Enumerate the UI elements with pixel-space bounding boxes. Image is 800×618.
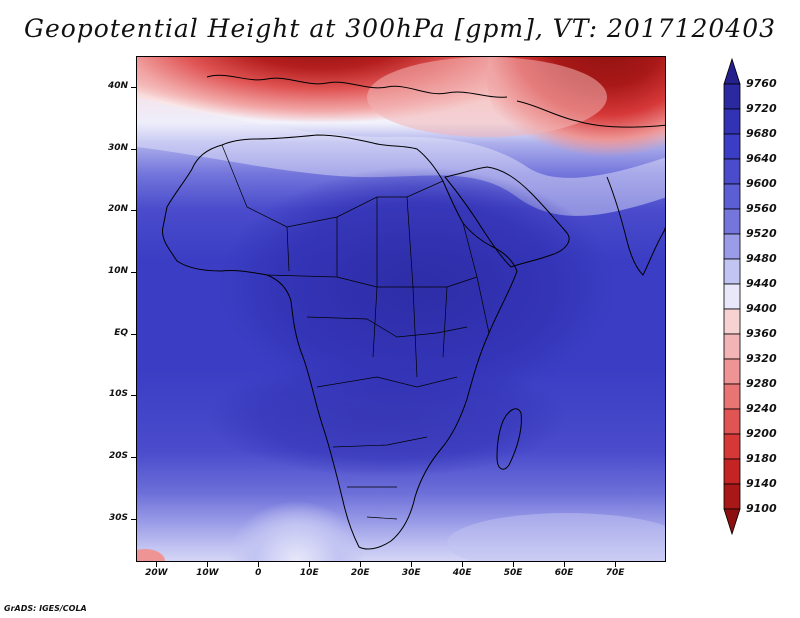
- africa-coastline: [162, 134, 518, 550]
- colorbar-swatch: [723, 433, 741, 460]
- lon-tick-mark: [513, 562, 515, 567]
- colorbar-swatch: [723, 83, 741, 110]
- lon-tick-label: 70E: [605, 568, 625, 578]
- country-borders: [221, 144, 490, 520]
- madagascar-coastline: [496, 408, 522, 470]
- colorbar-level-label: 9180: [746, 452, 777, 465]
- colorbar-level-label: 9200: [746, 427, 777, 440]
- map-plot-area: [136, 56, 666, 562]
- colorbar-swatch: [723, 258, 741, 285]
- colorbar: [720, 57, 750, 539]
- colorbar-swatch: [723, 158, 741, 185]
- lat-tick-mark: [131, 271, 136, 273]
- colorbar-swatch: [723, 233, 741, 260]
- colorbar-swatch: [723, 133, 741, 160]
- lon-tick-label: 10E: [299, 568, 319, 578]
- colorbar-level-label: 9680: [746, 127, 777, 140]
- lon-tick-mark: [564, 562, 566, 567]
- lon-tick-label: 0: [255, 568, 262, 578]
- lon-tick-label: 10W: [196, 568, 219, 578]
- lat-tick-label: 20N: [107, 204, 128, 215]
- lat-tick-label: EQ: [114, 327, 128, 338]
- geopotential-field: [137, 57, 665, 561]
- colorbar-level-label: 9520: [746, 227, 777, 240]
- lon-tick-label: 20E: [350, 568, 370, 578]
- india-coastline: [606, 176, 665, 276]
- colorbar-swatch: [723, 108, 741, 135]
- lat-tick-label: 40N: [107, 80, 128, 91]
- colorbar-level-label: 9100: [746, 502, 777, 515]
- colorbar-level-label: 9600: [746, 177, 777, 190]
- lon-tick-label: 60E: [554, 568, 574, 578]
- lat-tick-mark: [131, 457, 136, 459]
- colorbar-swatch: [723, 283, 741, 310]
- colorbar-swatch: [723, 458, 741, 485]
- colorbar-swatch: [723, 308, 741, 335]
- colorbar-swatch: [723, 208, 741, 235]
- colorbar-level-label: 9240: [746, 402, 777, 415]
- lon-tick-mark: [258, 562, 260, 567]
- europe-coastline: [206, 74, 508, 98]
- colorbar-swatch: [723, 57, 741, 85]
- lat-tick-mark: [131, 518, 136, 520]
- lon-tick-mark: [207, 562, 209, 567]
- arabia-coastline: [444, 166, 570, 268]
- colorbar-level-label: 9320: [746, 352, 777, 365]
- colorbar-swatch: [723, 358, 741, 385]
- lon-tick-label: 40E: [452, 568, 472, 578]
- grads-credit: GrADS: IGES/COLA: [4, 604, 87, 613]
- map-title: Geopotential Height at 300hPa [gpm], VT:…: [23, 14, 777, 43]
- lat-tick-mark: [131, 148, 136, 150]
- colorbar-level-label: 9400: [746, 302, 777, 315]
- lon-tick-mark: [156, 562, 158, 567]
- lat-tick-mark: [131, 210, 136, 212]
- lat-tick-mark: [131, 395, 136, 397]
- colorbar-swatch: [723, 408, 741, 435]
- lon-tick-label: 30E: [401, 568, 421, 578]
- colorbar-level-label: 9440: [746, 277, 777, 290]
- colorbar-swatch: [723, 333, 741, 360]
- colorbar-level-label: 9280: [746, 377, 777, 390]
- colorbar-level-label: 9360: [746, 327, 777, 340]
- lat-tick-label: 20S: [108, 451, 128, 462]
- colorbar-swatch: [723, 183, 741, 210]
- lon-tick-mark: [615, 562, 617, 567]
- colorbar-swatch: [723, 383, 741, 410]
- lon-tick-mark: [411, 562, 413, 567]
- lon-tick-label: 20W: [145, 568, 168, 578]
- colorbar-level-label: 9560: [746, 202, 777, 215]
- colorbar-swatch: [723, 508, 741, 536]
- lat-tick-mark: [131, 333, 136, 335]
- colorbar-level-label: 9760: [746, 77, 777, 90]
- lat-tick-mark: [131, 86, 136, 88]
- lon-tick-mark: [360, 562, 362, 567]
- colorbar-level-label: 9480: [746, 252, 777, 265]
- lat-tick-label: 10N: [107, 265, 128, 276]
- colorbar-swatches: [723, 57, 741, 536]
- colorbar-level-label: 9720: [746, 102, 777, 115]
- lat-tick-label: 30S: [108, 512, 128, 523]
- lat-tick-label: 30N: [107, 142, 128, 153]
- lon-tick-mark: [309, 562, 311, 567]
- lon-tick-mark: [462, 562, 464, 567]
- colorbar-swatch: [723, 483, 741, 510]
- lon-tick-label: 50E: [503, 568, 523, 578]
- colorbar-level-label: 9140: [746, 477, 777, 490]
- lat-tick-label: 10S: [108, 389, 128, 400]
- colorbar-level-label: 9640: [746, 152, 777, 165]
